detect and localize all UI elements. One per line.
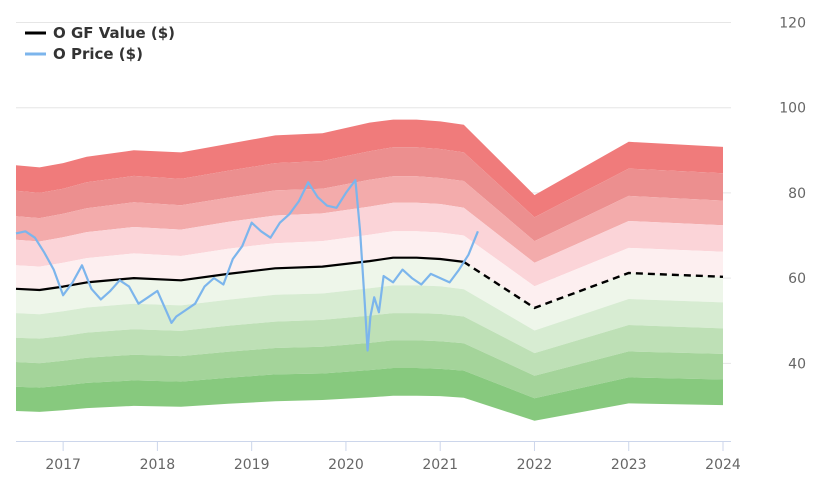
valuation-band <box>16 340 723 399</box>
valuation-band <box>16 147 723 242</box>
valuation-band <box>16 231 723 308</box>
x-tick-label: 2017 <box>45 457 81 473</box>
y-tick-label: 120 <box>779 16 806 32</box>
valuation-band <box>16 119 723 218</box>
x-tick-label: 2021 <box>422 457 458 473</box>
x-tick-label: 2022 <box>517 457 553 473</box>
valuation-band <box>16 202 723 287</box>
valuation-band <box>16 313 723 376</box>
legend[interactable]: O GF Value ($) O Price ($) <box>25 24 175 63</box>
legend-label: O GF Value ($) <box>53 24 175 42</box>
gf-value-projection-line <box>463 260 724 310</box>
x-tick-label: 2020 <box>328 457 364 473</box>
valuation-band <box>16 285 723 354</box>
legend-item[interactable]: O Price ($) <box>25 45 143 63</box>
y-tick-label: 80 <box>788 186 806 202</box>
x-tick-label: 2019 <box>234 457 270 473</box>
gf-value-line <box>15 256 464 292</box>
y-axis: 40 60 80 100 120 <box>779 16 806 373</box>
gf-value-series <box>15 256 724 310</box>
x-tick-label: 2023 <box>611 457 647 473</box>
valuation-band <box>16 257 723 331</box>
legend-label: O Price ($) <box>53 45 143 63</box>
x-axis: 2017 2018 2019 2020 2021 2022 2023 2024 <box>16 441 741 473</box>
legend-item[interactable]: O GF Value ($) <box>25 24 175 42</box>
x-tick-label: 2024 <box>705 457 741 473</box>
valuation-bands <box>16 119 723 421</box>
valuation-band <box>16 176 723 263</box>
valuation-band <box>16 368 723 421</box>
y-tick-label: 60 <box>788 271 806 287</box>
y-tick-label: 100 <box>779 101 806 117</box>
y-tick-label: 40 <box>788 356 806 372</box>
price-line <box>15 179 479 352</box>
x-tick-label: 2018 <box>140 457 176 473</box>
price-series <box>15 179 479 352</box>
